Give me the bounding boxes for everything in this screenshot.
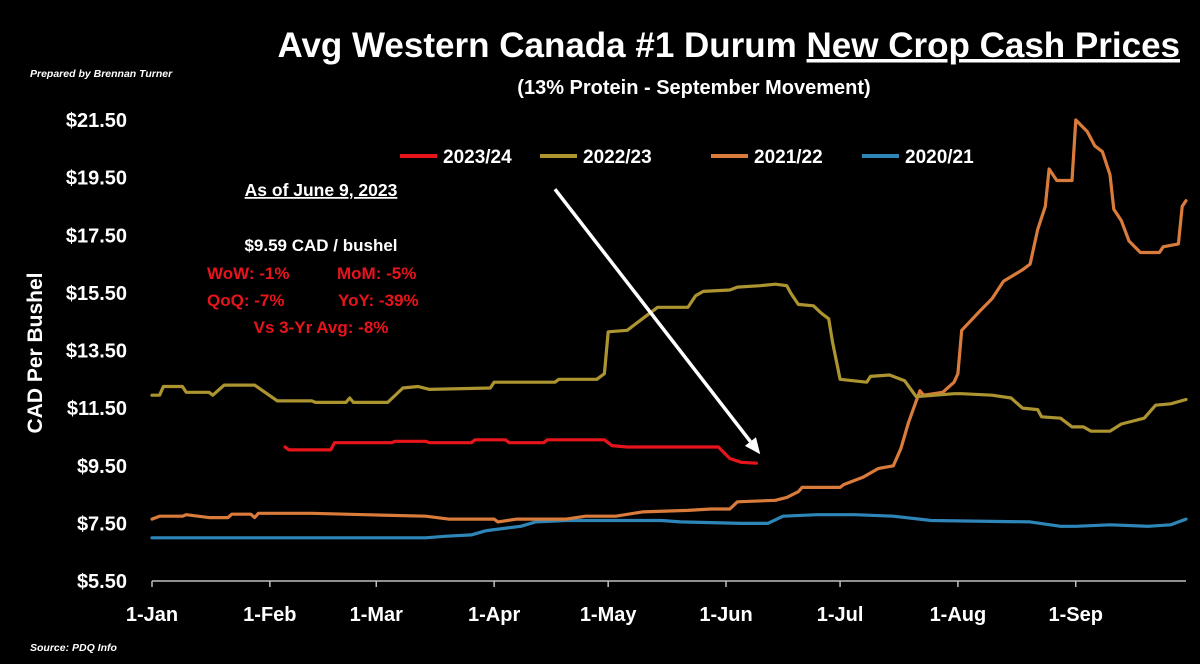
- series-line-2020-21: [150, 513, 1188, 540]
- legend-label: 2022/23: [583, 147, 652, 168]
- source-note: Source: PDQ Info: [30, 642, 118, 654]
- series-lines: [150, 118, 1188, 540]
- x-tick-label: 1-Sep: [1049, 604, 1103, 626]
- y-tick-label: $5.50: [77, 571, 127, 593]
- x-tick-label: 1-Jun: [699, 604, 752, 626]
- arrow-shaft: [553, 188, 752, 443]
- annotation-wow: WoW: -1%: [207, 264, 289, 283]
- x-tick-label: 1-Apr: [468, 604, 520, 626]
- x-tick-label: 1-Feb: [243, 604, 296, 626]
- annotation-qoq: QoQ: -7%: [207, 291, 284, 310]
- y-tick-label: $9.50: [77, 456, 127, 478]
- series-line-2021-22: [150, 118, 1188, 524]
- chart-title-plain: Avg Western Canada #1 Durum: [277, 26, 806, 65]
- chart-subtitle: (13% Protein - September Movement): [517, 77, 870, 99]
- x-tick-label: 1-Jan: [126, 604, 178, 626]
- series-line-2023-24: [283, 438, 758, 465]
- x-tick-label: 1-Mar: [350, 604, 404, 626]
- chart-title-underlined: New Crop Cash Prices: [807, 26, 1180, 65]
- annotation-as-of: As of June 9, 2023: [245, 180, 398, 200]
- y-tick-label: $19.50: [66, 168, 127, 190]
- legend-label: 2021/22: [754, 147, 823, 168]
- y-tick-label: $13.50: [66, 341, 127, 363]
- prepared-by: Prepared by Brennan Turner: [30, 68, 173, 80]
- annotation-mom: MoM: -5%: [337, 264, 416, 283]
- chart-title: Avg Western Canada #1 Durum New Crop Cas…: [277, 26, 1180, 65]
- y-tick-label: $7.50: [77, 513, 127, 535]
- series-line-2022-23: [150, 282, 1188, 433]
- annotation-yoy: YoY: -39%: [338, 291, 419, 310]
- x-tick-label: 1-Jul: [817, 604, 864, 626]
- legend-label: 2023/24: [443, 147, 512, 168]
- x-tick-label: 1-May: [580, 604, 638, 626]
- y-tick-label: $11.50: [67, 398, 127, 420]
- y-tick-label: $15.50: [66, 283, 127, 305]
- x-tick-label: 1-Aug: [930, 604, 987, 626]
- y-axis-ticks: $5.50 $7.50 $9.50 $11.50 $13.50 $15.50 $17.50 $…: [66, 110, 127, 593]
- y-tick-label: $21.50: [66, 110, 127, 132]
- y-tick-label: $17.50: [66, 225, 127, 247]
- x-axis-ticks: 1-Jan 1-Feb 1-Mar 1-Apr 1-May 1-Jun 1-Jul 1-Aug…: [126, 581, 1103, 626]
- legend-label: 2020/21: [905, 147, 974, 168]
- annotation-vs3yr: Vs 3-Yr Avg: -8%: [254, 318, 389, 337]
- annotation-price: $9.59 CAD / bushel: [244, 236, 397, 255]
- y-axis-label: CAD Per Bushel: [24, 272, 47, 433]
- arrow-head: [744, 437, 761, 455]
- annotation-box: As of June 9, 2023 $9.59 CAD / bushel Wo…: [207, 180, 419, 337]
- legend: 2023/24 2022/23 2021/22 2020/21: [400, 147, 974, 168]
- annotation-arrow: [553, 188, 761, 455]
